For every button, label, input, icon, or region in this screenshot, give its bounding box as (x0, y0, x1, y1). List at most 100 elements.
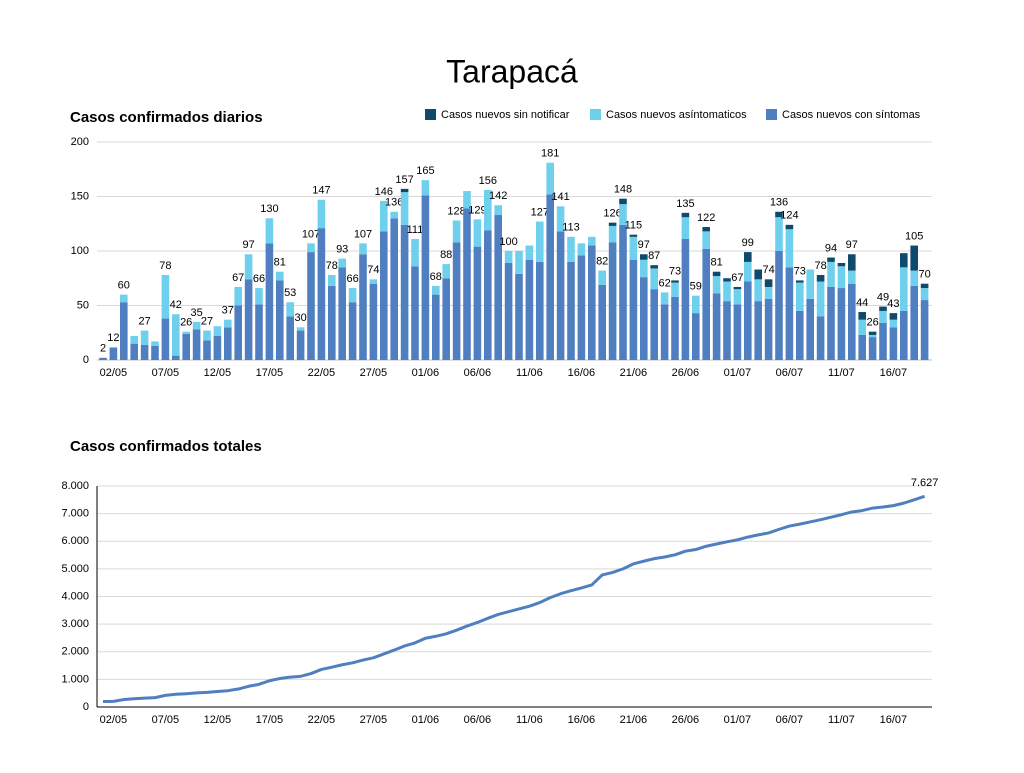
data-label: 43 (887, 298, 899, 310)
bar-segment (213, 336, 222, 360)
bar-segment (452, 220, 461, 243)
data-label: 35 (190, 307, 202, 319)
x-tick-label: 16/07 (880, 367, 908, 379)
bar-segment (192, 329, 201, 360)
bar-segment (712, 293, 721, 360)
bar-segment (796, 280, 804, 283)
data-label: 30 (294, 312, 306, 324)
x-tick-label: 27/05 (360, 714, 388, 726)
x-tick-label: 06/07 (776, 367, 804, 379)
bar-segment (660, 304, 669, 360)
bar-segment (296, 330, 305, 360)
bar-segment (265, 218, 274, 244)
bar-segment (816, 274, 825, 282)
x-tick-label: 01/06 (412, 714, 440, 726)
data-label: 93 (336, 244, 348, 256)
data-label: 181 (541, 148, 559, 160)
bar-segment (920, 283, 929, 289)
bar-segment (806, 269, 814, 299)
bar-segment (723, 281, 731, 302)
data-label: 67 (232, 272, 244, 284)
bar-segment (837, 266, 846, 289)
data-label: 62 (658, 277, 670, 289)
data-label: 142 (489, 190, 507, 202)
bar-segment (629, 259, 638, 360)
bar-segment (619, 224, 627, 360)
bar-segment (525, 259, 534, 360)
x-tick-label: 21/06 (620, 367, 648, 379)
bar-segment (775, 217, 783, 251)
bar-segment (359, 243, 367, 255)
bar-segment (473, 219, 482, 247)
bar-segment (744, 252, 752, 262)
chart-title: Casos confirmados totales (70, 438, 262, 455)
x-tick-label: 02/05 (100, 367, 128, 379)
bar-segment (827, 261, 835, 287)
bar-segment (463, 191, 471, 209)
bar-segment (140, 344, 149, 360)
bar-segment (348, 288, 357, 303)
bar-segment (432, 285, 440, 295)
bar-segment (203, 330, 211, 341)
legend-label: Casos nuevos con síntomas (782, 109, 921, 121)
bar-segment (640, 259, 648, 278)
data-label: 37 (222, 305, 234, 317)
data-label: 107 (302, 228, 320, 240)
bar-segment (660, 292, 669, 305)
bar-segment (244, 279, 253, 360)
data-label: 124 (780, 210, 798, 222)
bar-segment (234, 286, 242, 306)
data-label: 128 (447, 205, 465, 217)
data-label: 135 (676, 198, 694, 210)
bar-segment (754, 279, 762, 302)
data-label: 113 (562, 222, 580, 234)
x-tick-label: 17/05 (256, 367, 284, 379)
x-tick-label: 26/06 (672, 714, 700, 726)
y-tick-label: 100 (71, 245, 89, 257)
bar-segment (910, 270, 918, 286)
bar-segment (868, 334, 877, 338)
y-tick-label: 3.000 (61, 618, 89, 630)
bar-segment (775, 211, 783, 218)
data-label: 74 (367, 264, 379, 276)
bar-segment (744, 281, 752, 360)
bar-segment (411, 266, 419, 360)
legend-swatch (766, 109, 777, 120)
legend-label: Casos nuevos asíntomaticos (606, 109, 747, 121)
bar-segment (359, 254, 367, 360)
bar-segment (276, 280, 284, 360)
bar-segment (744, 261, 752, 282)
chart-title: Casos confirmados diarios (70, 109, 263, 126)
bar-segment (400, 188, 409, 193)
bar-segment (868, 337, 877, 360)
bar-segment (879, 322, 887, 360)
bar-segment (369, 283, 378, 360)
bar-segment (546, 162, 554, 195)
bar-segment (452, 242, 461, 360)
bar-segment (900, 310, 908, 360)
bar-segment (213, 326, 222, 337)
x-tick-label: 21/06 (620, 714, 648, 726)
bar-segment (515, 251, 523, 274)
x-tick-label: 06/06 (464, 714, 492, 726)
bar-segment (754, 269, 762, 280)
bar-segment (348, 302, 357, 360)
bar-segment (473, 246, 482, 360)
data-label: 42 (170, 299, 182, 311)
bar-segment (504, 251, 513, 263)
bar-segment (380, 200, 388, 232)
bar-segment (629, 234, 638, 237)
bar-segment (848, 270, 856, 284)
data-label: 130 (260, 203, 278, 215)
bar-segment (172, 355, 180, 360)
bar-segment (317, 199, 326, 229)
data-label: 146 (375, 186, 393, 198)
bar-segment (692, 295, 700, 314)
bar-segment (650, 265, 658, 269)
x-tick-label: 07/05 (152, 714, 180, 726)
x-tick-label: 06/06 (464, 367, 492, 379)
bar-segment (806, 298, 814, 360)
data-label: 122 (697, 212, 715, 224)
bar-segment (515, 273, 523, 360)
bar-segment (733, 304, 742, 360)
